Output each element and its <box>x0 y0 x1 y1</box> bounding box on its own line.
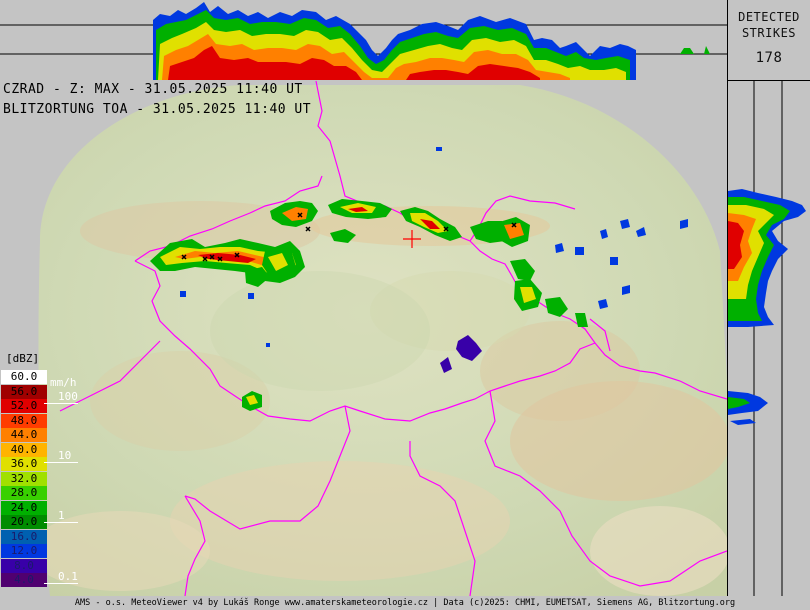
right-profile-chart <box>728 81 806 596</box>
detected-strikes-panel: DETECTED STRIKES 178 <box>728 0 810 81</box>
strike-count: 178 <box>755 50 783 66</box>
top-profile-chart <box>0 2 727 80</box>
radar-product-line: CZRAD - Z: MAX - 31.05.2025 11:40 UT <box>3 82 303 97</box>
legend-row: 36.0 <box>1 457 47 471</box>
side-profile-echoes <box>728 189 806 425</box>
terrain-map <box>38 81 727 596</box>
rain-mark-label: 10 <box>58 449 72 463</box>
footer-credit: AMS - o.s. MeteoViewer v4 by Lukáš Ronge… <box>0 596 810 610</box>
lightning-markers <box>181 212 517 262</box>
rain-mark-line <box>44 582 78 584</box>
legend-unit: [dBZ] <box>6 352 40 365</box>
lightning-product-line: BLITZORTUNG TOA - 31.05.2025 11:40 UT <box>3 102 312 117</box>
legend-row: 48.0 <box>1 413 47 428</box>
panel-divider <box>727 0 728 596</box>
rain-mark-label: 100 <box>58 389 78 403</box>
panel-divider-horizontal <box>728 80 810 81</box>
rain-mark-label: 1 <box>58 508 65 522</box>
radar-site-marker <box>403 230 421 248</box>
legend-row: 60.0 <box>1 370 47 384</box>
legend-row: 24.0 <box>1 500 47 515</box>
radar-map: CZRAD - Z: MAX - 31.05.2025 11:40 UT BLI… <box>0 81 727 596</box>
rain-mark-line <box>44 462 78 464</box>
detected-label-line2: STRIKES <box>741 26 797 40</box>
rain-mark-label: 0.1 <box>58 569 78 583</box>
legend-row: 32.0 <box>1 471 47 486</box>
legend-row: 12.0 <box>1 544 47 558</box>
top-profile-strip <box>0 0 727 81</box>
rain-mark-line <box>44 402 78 404</box>
rain-mark-line <box>44 521 78 523</box>
legend-row: 20.0 <box>1 515 47 529</box>
legend-row: 28.0 <box>1 486 47 500</box>
legend-row: 44.0 <box>1 428 47 442</box>
legend-row: 16.0 <box>1 529 47 544</box>
detected-label-line1: DETECTED <box>738 10 800 24</box>
legend-row: 52.0 <box>1 399 47 413</box>
legend-row: 40.0 <box>1 442 47 457</box>
legend-row: 8.0 <box>1 558 47 573</box>
radar-echoes <box>150 147 688 411</box>
legend-row: 56.0 <box>1 384 47 399</box>
legend-row: 4.0 <box>1 573 47 587</box>
profile-echoes <box>153 2 710 80</box>
rain-unit-label: mm/h <box>50 375 77 389</box>
right-profile-strip <box>728 81 810 596</box>
